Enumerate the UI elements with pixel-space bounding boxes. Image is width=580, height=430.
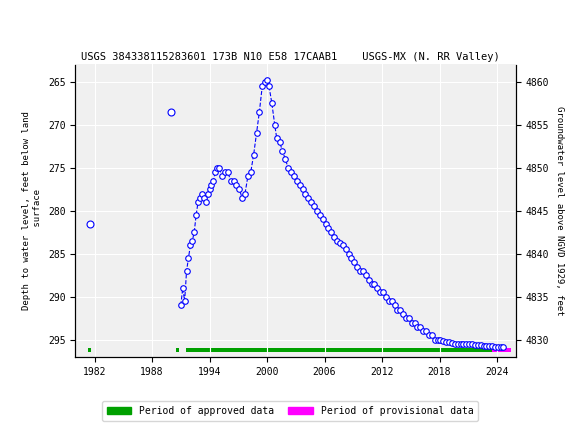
Text: USGS 384338115283601 173B N10 E58 17CAAB1    USGS-MX (N. RR Valley): USGS 384338115283601 173B N10 E58 17CAAB… [81, 52, 499, 62]
Bar [186, 348, 492, 352]
Bar [176, 348, 179, 352]
Legend: Period of approved data, Period of provisional data: Period of approved data, Period of provi… [102, 401, 478, 421]
Y-axis label: Groundwater level above NGVD 1929, feet: Groundwater level above NGVD 1929, feet [555, 106, 564, 316]
Y-axis label: Depth to water level, feet below land
 surface: Depth to water level, feet below land su… [21, 111, 42, 310]
Text: ▓ USGS: ▓ USGS [12, 15, 82, 37]
Bar [88, 348, 90, 352]
Bar [492, 348, 512, 352]
